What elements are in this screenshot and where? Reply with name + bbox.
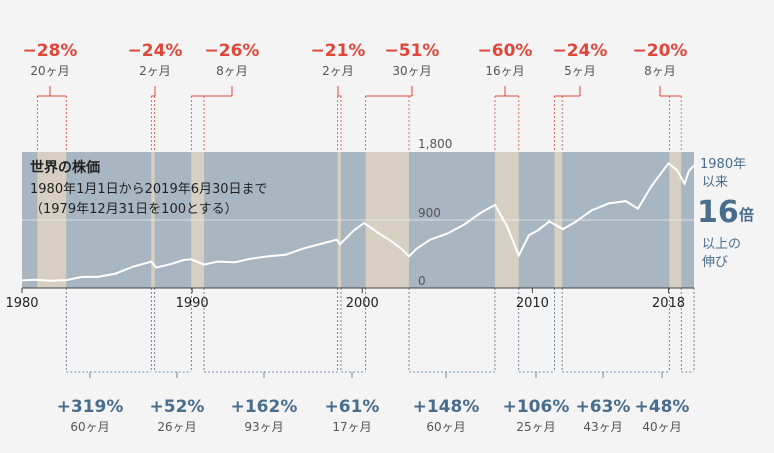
decline-duration-2: 8ヶ月 bbox=[216, 64, 248, 78]
growth-note-line3: 以上の bbox=[702, 237, 741, 252]
rise-duration-1: 26ヶ月 bbox=[157, 420, 196, 434]
drawdown-labels: −28% 20ヶ月 −24% 2ヶ月 −26% 8ヶ月 −21% 2ヶ月 −51% 30ヶ月 −60… bbox=[23, 41, 688, 97]
y-tick-label-2: 1,800 bbox=[418, 137, 452, 151]
rise-pct-4: +148% bbox=[413, 397, 480, 417]
rise-duration-5: 25ヶ月 bbox=[516, 420, 555, 434]
rise-pct-5: +106% bbox=[503, 397, 570, 417]
x-tick-label-1: 1990 bbox=[176, 296, 209, 311]
x-tick-label-2: 2000 bbox=[346, 296, 379, 311]
rise-duration-6: 43ヶ月 bbox=[583, 420, 622, 434]
decline-pct-6: −24% bbox=[553, 41, 608, 61]
y-tick-labels: 0 900 1,800 bbox=[418, 137, 452, 288]
rise-duration-4: 60ヶ月 bbox=[426, 420, 465, 434]
rise-duration-0: 60ヶ月 bbox=[70, 420, 109, 434]
decline-pct-2: −26% bbox=[205, 41, 260, 61]
decline-pct-3: −21% bbox=[311, 41, 366, 61]
rise-pct-6: +63% bbox=[576, 397, 631, 417]
y-tick-label-1: 900 bbox=[418, 206, 441, 220]
index-line bbox=[21, 161, 695, 282]
decline-pct-5: −60% bbox=[478, 41, 533, 61]
rise-pct-7: +48% bbox=[635, 397, 690, 417]
rise-duration-3: 17ヶ月 bbox=[332, 420, 371, 434]
x-tick-label-0: 1980 bbox=[5, 296, 38, 311]
decline-duration-7: 8ヶ月 bbox=[644, 64, 676, 78]
rise-pct-2: +162% bbox=[231, 397, 298, 417]
decline-duration-1: 2ヶ月 bbox=[139, 64, 171, 78]
x-tick-label-4: 2018 bbox=[652, 296, 685, 311]
chart-title: 世界の株価 bbox=[30, 159, 100, 176]
y-tick-label-0: 0 bbox=[418, 274, 426, 288]
chart-subtitle-period: 1980年1月1日から2019年6月30日まで bbox=[30, 182, 268, 197]
rise-duration-7: 40ヶ月 bbox=[642, 420, 681, 434]
growth-note-line2: 以来 bbox=[702, 175, 728, 190]
growth-note-line4: 伸び bbox=[702, 255, 728, 270]
decline-pct-0: −28% bbox=[23, 41, 78, 61]
rise-pct-0: +319% bbox=[57, 397, 124, 417]
rise-labels: +319% 60ヶ月 +52% 26ヶ月 +162% 93ヶ月 +61% 17ヶ月 +148% 6… bbox=[57, 371, 694, 434]
decline-pct-1: −24% bbox=[128, 41, 183, 61]
decline-duration-6: 5ヶ月 bbox=[564, 64, 596, 78]
decline-duration-0: 20ヶ月 bbox=[30, 64, 69, 78]
x-tick-labels: 1980 1990 2000 2010 2018 bbox=[5, 288, 685, 311]
decline-pct-7: −20% bbox=[633, 41, 688, 61]
growth-note-multiple-unit: 倍 bbox=[739, 206, 754, 224]
rise-pct-3: +61% bbox=[325, 397, 380, 417]
decline-pct-4: −51% bbox=[385, 41, 440, 61]
guide-lines bbox=[36, 96, 695, 372]
chart-subtitle-base: （1979年12月31日を100とする） bbox=[30, 202, 238, 217]
rise-pct-1: +52% bbox=[150, 397, 205, 417]
rise-duration-2: 93ヶ月 bbox=[244, 420, 283, 434]
growth-note-multiple-number: 16 bbox=[697, 195, 739, 230]
decline-duration-4: 30ヶ月 bbox=[392, 64, 431, 78]
decline-duration-3: 2ヶ月 bbox=[322, 64, 354, 78]
growth-note-line1: 1980年 bbox=[700, 157, 746, 172]
x-tick-label-3: 2010 bbox=[516, 296, 549, 311]
decline-duration-5: 16ヶ月 bbox=[485, 64, 524, 78]
